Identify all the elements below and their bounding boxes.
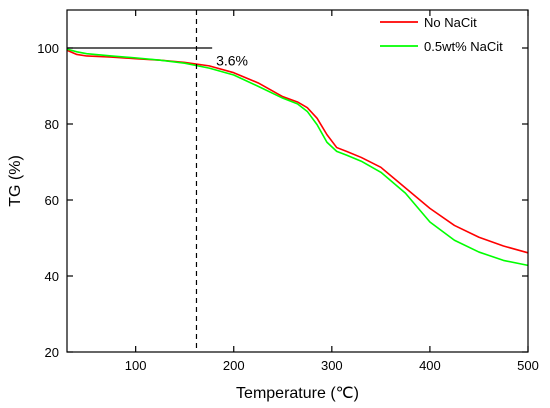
x-axis-label: Temperature (℃) bbox=[236, 385, 359, 402]
y-tick-label: 40 bbox=[45, 269, 59, 284]
legend-label-0: No NaCit bbox=[424, 15, 477, 30]
x-tick-label: 500 bbox=[517, 358, 539, 373]
annotations-group: 3.6% bbox=[216, 53, 248, 69]
plot-frame bbox=[66, 9, 529, 353]
ticks-group: 100 200 300 400 500 20 40 60 80 100 Temperature (℃… bbox=[7, 10, 539, 402]
series-line-1 bbox=[66, 48, 529, 267]
x-tick-label: 100 bbox=[125, 358, 147, 373]
reference-lines-group bbox=[67, 10, 213, 352]
series-line-0 bbox=[66, 49, 529, 254]
legend: No NaCit 0.5wt% NaCit bbox=[380, 15, 503, 54]
annotation-label: 3.6% bbox=[216, 53, 248, 69]
x-tick-label: 200 bbox=[223, 358, 245, 373]
plot-lines-group bbox=[66, 48, 529, 267]
x-tick-label: 300 bbox=[321, 358, 343, 373]
y-tick-label: 100 bbox=[37, 41, 59, 56]
axes-group bbox=[66, 9, 529, 353]
legend-label-1: 0.5wt% NaCit bbox=[424, 39, 503, 54]
y-tick-label: 20 bbox=[45, 345, 59, 360]
y-axis-label: TG (%) bbox=[7, 155, 24, 207]
y-tick-label: 80 bbox=[45, 117, 59, 132]
y-tick-label: 60 bbox=[45, 193, 59, 208]
x-tick-label: 400 bbox=[419, 358, 441, 373]
